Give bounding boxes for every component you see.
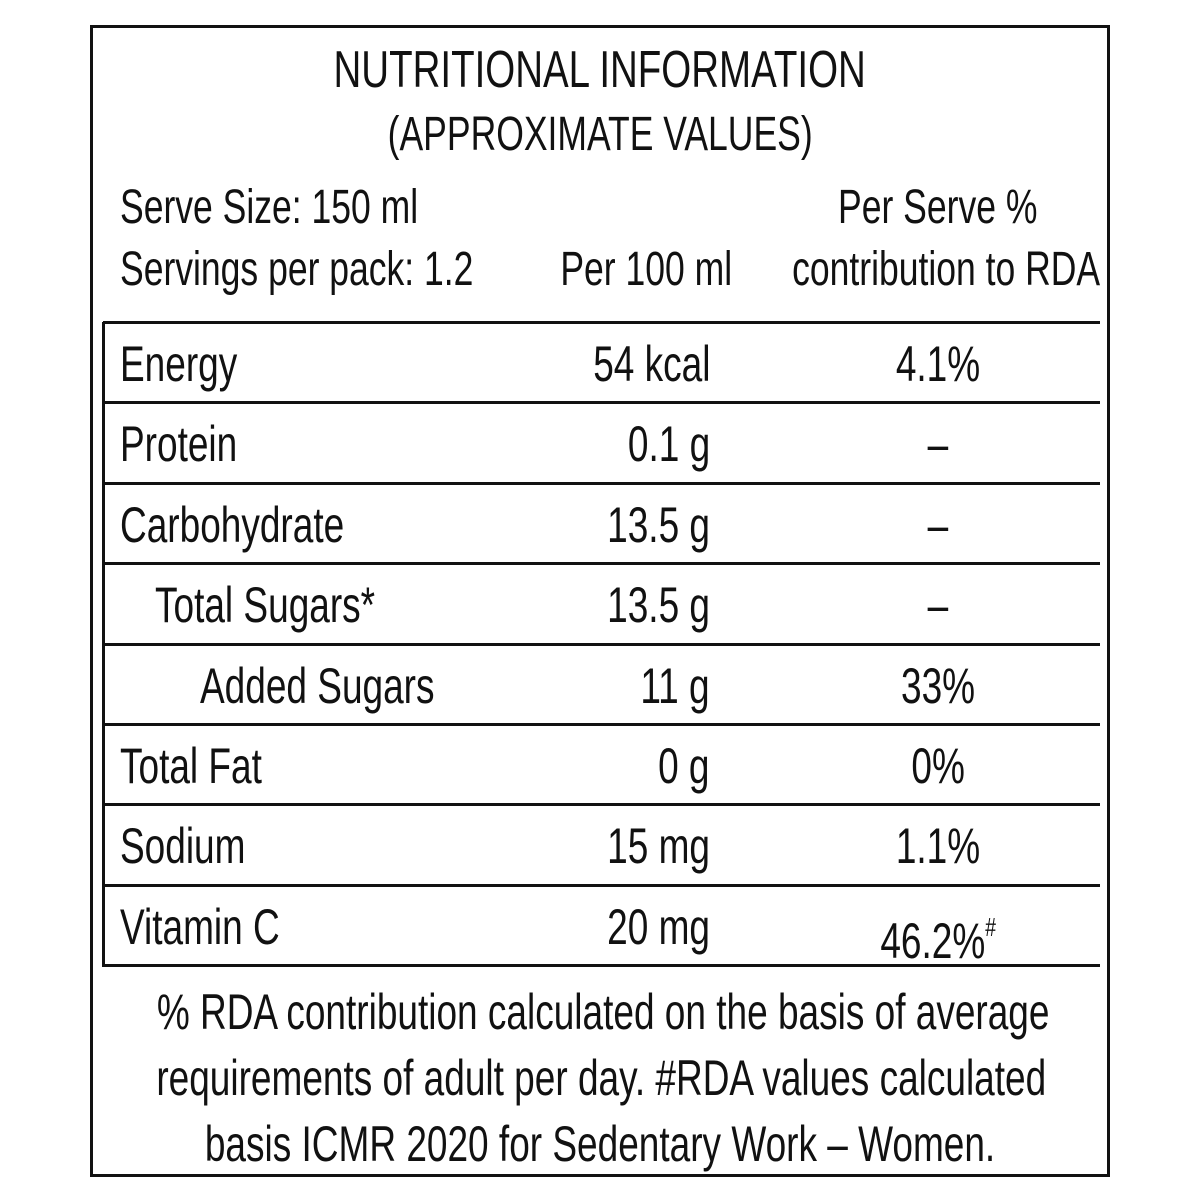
subtitle-text: (APPROXIMATE VALUES) [387,108,813,161]
rda-value-number: 0% [911,738,965,794]
rda-value-number: 4.1% [895,336,981,392]
per100-value-text: 15 mg [607,818,710,875]
per100-value: 0 g [450,726,710,806]
per100-value: 0.1 g [450,404,710,484]
footnote-line: % RDA contribution calculated on the bas… [156,984,1050,1040]
footnote: requirements of adult per day. #RDA valu… [0,1038,1200,1118]
row-line [103,964,1100,967]
col-rda-text: contribution to RDA [792,243,1101,296]
footnote-line: basis ICMR 2020 for Sedentary Work – Wom… [204,1116,996,1172]
rda-value-number: 46.2% [880,912,986,969]
border [90,25,1110,1177]
nutrient-name-text: Energy [120,336,238,392]
per100-value-text: 13.5 g [607,496,710,553]
nutrient-name: Sodium [120,806,290,886]
nutrient-name-text: Total Sugars* [155,577,376,634]
col-rda-text: Per Serve % [838,181,1038,234]
nutrient-name-text: Protein [120,416,238,473]
row-line [103,723,1100,726]
nutrient-name: Added Sugars [200,646,517,726]
col-rda: Per Serve % [738,168,1138,248]
footnote: basis ICMR 2020 for Sedentary Work – Wom… [0,1104,1200,1184]
nutrient-name-text: Sodium [120,818,246,875]
per100-value: 20 mg [450,887,710,967]
rda-value: 0% [738,726,1138,806]
serve-size: Serve Size: 150 ml [120,168,523,248]
footnote-line: requirements of adult per day. #RDA valu… [156,1050,1047,1106]
rda-value-number: – [927,577,949,634]
nutrient-name: Total Sugars* [155,565,452,645]
rda-value: 46.2%# [738,887,1138,969]
per100-value-text: 20 mg [607,898,710,955]
per100-value: 13.5 g [450,565,710,645]
servings-text: Servings per pack: 1.2 [120,243,474,296]
rda-value: 4.1% [738,324,1138,404]
row-line [103,562,1100,565]
rda-note-mark: # [985,911,996,942]
nutrient-name: Protein [120,404,278,484]
rda-value: – [738,565,1138,645]
rda-value: – [738,404,1138,484]
rda-value-text: – [928,565,949,645]
nutrient-name-text: Added Sugars [200,657,435,714]
nutrient-name: Energy [120,324,278,404]
nutrient-name: Total Fat [120,726,312,806]
nutrient-name: Carbohydrate [120,485,423,565]
row-line [103,884,1100,887]
footnote: % RDA contribution calculated on the bas… [0,972,1200,1052]
per100-value: 11 g [450,646,710,726]
servings: Servings per pack: 1.2 [120,230,598,310]
nutrient-name-text: Carbohydrate [120,496,345,553]
per100-value-text: 0.1 g [627,416,710,473]
rda-value-text: 4.1% [896,324,980,404]
per100-value: 15 mg [450,806,710,886]
serve-size-text: Serve Size: 150 ml [120,181,419,234]
rda-value-number: – [927,496,949,553]
rda-value-text: 1.1% [896,806,980,886]
col-per100-text: Per 100 ml [560,243,733,296]
rda-value-text: 33% [901,646,975,726]
rda-value-number: – [927,416,949,473]
nutrient-name-text: Total Fat [120,738,262,794]
rda-value-text: 46.2%# [880,887,996,981]
rda-value-text: – [928,485,949,565]
per100-value-text: 54 kcal [592,336,710,392]
rda-value-text: – [928,404,949,484]
row-line [103,401,1100,404]
row-line [103,482,1100,485]
rda-value: 33% [738,646,1138,726]
col-rda: contribution to RDA [738,230,1138,310]
nutrient-name-text: Vitamin C [120,898,280,955]
row-line [103,803,1100,806]
subtitle: (APPROXIMATE VALUES) [0,95,1200,175]
title-text: NUTRITIONAL INFORMATION [333,41,867,99]
nutrient-name: Vitamin C [120,887,336,967]
per100-value: 54 kcal [450,324,710,404]
per100-value-text: 0 g [658,738,710,794]
col-per100: Per 100 ml [500,230,732,310]
row-line [103,643,1100,646]
rda-value-number: 1.1% [895,818,981,875]
title: NUTRITIONAL INFORMATION [0,30,1200,110]
per100-value-text: 13.5 g [607,577,710,634]
rda-value-number: 33% [900,657,976,714]
row-line [103,321,1100,324]
per100-value: 13.5 g [450,485,710,565]
rda-value: – [738,485,1138,565]
per100-value-text: 11 g [640,657,710,714]
rda-value: 1.1% [738,806,1138,886]
rda-value-text: 0% [911,726,964,806]
